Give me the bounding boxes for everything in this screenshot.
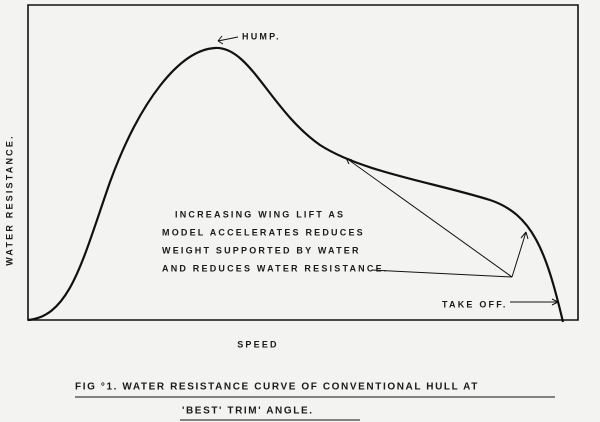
takeoff-arrow	[510, 298, 559, 306]
caption-line: 'BEST' TRIM' ANGLE.	[182, 406, 314, 417]
annotation-line: AND REDUCES WATER RESISTANCE.	[162, 263, 388, 273]
annotation-arrows	[345, 157, 529, 278]
annotation-line: INCREASING WING LIFT AS	[175, 209, 345, 219]
caption-line: FIG °1. WATER RESISTANCE CURVE OF CONVEN…	[75, 382, 479, 393]
annotation-line: WEIGHT SUPPORTED BY WATER	[162, 245, 361, 255]
takeoff-label: TAKE OFF.	[442, 299, 508, 309]
annotation-line: MODEL ACCELERATES REDUCES	[162, 227, 365, 237]
hump-pointer	[217, 35, 239, 45]
x-axis-label: SPEED	[237, 339, 279, 349]
hump-label: HUMP.	[242, 31, 281, 41]
resistance-curve	[27, 46, 565, 323]
plot-frame	[27, 4, 579, 321]
y-axis-label: WATER RESISTANCE.	[4, 134, 14, 266]
frame	[27, 4, 579, 421]
caption-underline	[75, 396, 555, 421]
